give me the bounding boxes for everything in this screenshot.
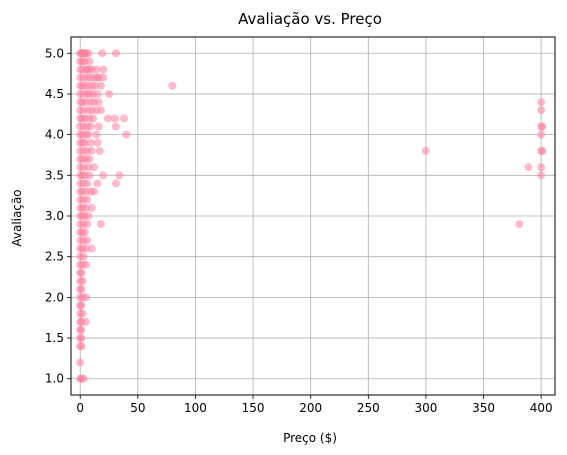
scatter-point bbox=[98, 49, 107, 58]
scatter-point bbox=[77, 268, 86, 277]
scatter-point bbox=[537, 130, 546, 139]
x-tick-label: 200 bbox=[299, 401, 322, 415]
x-tick-label: 0 bbox=[76, 401, 84, 415]
scatter-point bbox=[76, 358, 85, 367]
chart-title: Avaliação vs. Preço bbox=[238, 10, 382, 28]
scatter-point bbox=[92, 130, 101, 139]
y-axis-ticks: 1.0 1.5 2.0 2.5 3.0 3.5 4.0 4.5 5.0 bbox=[45, 46, 71, 386]
scatter-point bbox=[90, 163, 99, 172]
scatter-point bbox=[79, 374, 88, 383]
scatter-point bbox=[88, 114, 97, 123]
scatter-point bbox=[83, 220, 92, 229]
scatter-point bbox=[537, 163, 546, 172]
y-tick-label: 5.0 bbox=[45, 46, 64, 60]
scatter-point bbox=[84, 130, 93, 139]
scatter-point bbox=[168, 81, 177, 90]
scatter-point bbox=[515, 220, 524, 229]
x-tick-label: 300 bbox=[414, 401, 437, 415]
y-tick-label: 2.5 bbox=[45, 250, 64, 264]
x-tick-label: 100 bbox=[184, 401, 207, 415]
scatter-point bbox=[105, 89, 114, 98]
scatter-point bbox=[120, 114, 129, 123]
scatter-point bbox=[85, 155, 94, 164]
x-tick-label: 250 bbox=[357, 401, 380, 415]
scatter-point bbox=[81, 244, 90, 253]
scatter-point bbox=[87, 146, 96, 155]
scatter-point bbox=[85, 171, 94, 180]
scatter-point bbox=[110, 114, 119, 123]
scatter-point bbox=[92, 65, 101, 74]
scatter-point bbox=[85, 57, 94, 66]
scatter-point bbox=[421, 146, 430, 155]
scatter-point bbox=[99, 171, 108, 180]
y-tick-label: 3.5 bbox=[45, 168, 64, 182]
scatter-point bbox=[122, 130, 131, 139]
scatter-point bbox=[86, 138, 95, 147]
scatter-point bbox=[537, 98, 546, 107]
scatter-point bbox=[77, 334, 86, 343]
scatter-point bbox=[87, 203, 96, 212]
grid-lines bbox=[71, 37, 555, 395]
y-tick-label: 1.5 bbox=[45, 331, 64, 345]
x-axis-ticks: 0 50 100 150 200 250 300 350 400 bbox=[76, 395, 553, 415]
scatter-point bbox=[78, 309, 87, 318]
scatter-point bbox=[91, 81, 100, 90]
scatter-point bbox=[99, 65, 108, 74]
scatter-point bbox=[99, 73, 108, 82]
scatter-point bbox=[537, 171, 546, 180]
scatter-point bbox=[84, 163, 93, 172]
scatter-point bbox=[81, 260, 90, 269]
scatter-point bbox=[87, 244, 96, 253]
scatter-point bbox=[83, 179, 92, 188]
scatter-point bbox=[84, 49, 93, 58]
scatter-point bbox=[81, 317, 90, 326]
scatter-point bbox=[77, 301, 86, 310]
scatter-point bbox=[77, 325, 86, 334]
scatter-point bbox=[537, 106, 546, 115]
scatter-point bbox=[90, 187, 99, 196]
scatter-point bbox=[77, 285, 86, 294]
x-tick-label: 350 bbox=[472, 401, 495, 415]
y-tick-label: 4.5 bbox=[45, 87, 64, 101]
scatter-point bbox=[111, 49, 120, 58]
x-tick-label: 150 bbox=[242, 401, 265, 415]
scatter-point bbox=[95, 146, 104, 155]
scatter-point bbox=[81, 293, 90, 302]
y-tick-label: 2.0 bbox=[45, 290, 64, 304]
y-tick-label: 4.0 bbox=[45, 128, 64, 142]
scatter-point bbox=[94, 98, 103, 107]
scatter-point bbox=[80, 138, 89, 147]
scatter-point bbox=[79, 252, 88, 261]
x-tick-label: 50 bbox=[130, 401, 145, 415]
scatter-point bbox=[86, 122, 95, 131]
scatter-point bbox=[96, 81, 105, 90]
scatter-point bbox=[111, 122, 120, 131]
scatter-point bbox=[94, 122, 103, 131]
scatter-point bbox=[84, 212, 93, 220]
scatter-point bbox=[77, 342, 86, 351]
scatter-point bbox=[93, 138, 102, 147]
scatter-point bbox=[83, 195, 92, 204]
scatter-point bbox=[111, 179, 120, 188]
y-tick-label: 3.0 bbox=[45, 209, 64, 223]
scatter-point bbox=[538, 122, 547, 131]
y-tick-label: 1.0 bbox=[45, 372, 64, 386]
x-tick-label: 400 bbox=[530, 401, 553, 415]
scatter-point bbox=[96, 106, 105, 115]
scatter-point bbox=[81, 203, 90, 212]
scatter-point bbox=[80, 228, 89, 237]
scatter-point bbox=[78, 277, 87, 286]
scatter-point bbox=[83, 236, 92, 245]
data-points bbox=[76, 49, 547, 383]
x-axis-title: Preço ($) bbox=[283, 431, 337, 445]
scatter-point bbox=[96, 220, 105, 229]
scatter-point bbox=[103, 114, 112, 123]
scatter-point bbox=[115, 171, 124, 180]
scatter-point bbox=[524, 163, 533, 172]
scatter-point bbox=[538, 146, 547, 155]
y-axis-title: Avaliação bbox=[10, 189, 24, 246]
scatter-point bbox=[93, 89, 102, 98]
scatter-point bbox=[93, 179, 102, 188]
